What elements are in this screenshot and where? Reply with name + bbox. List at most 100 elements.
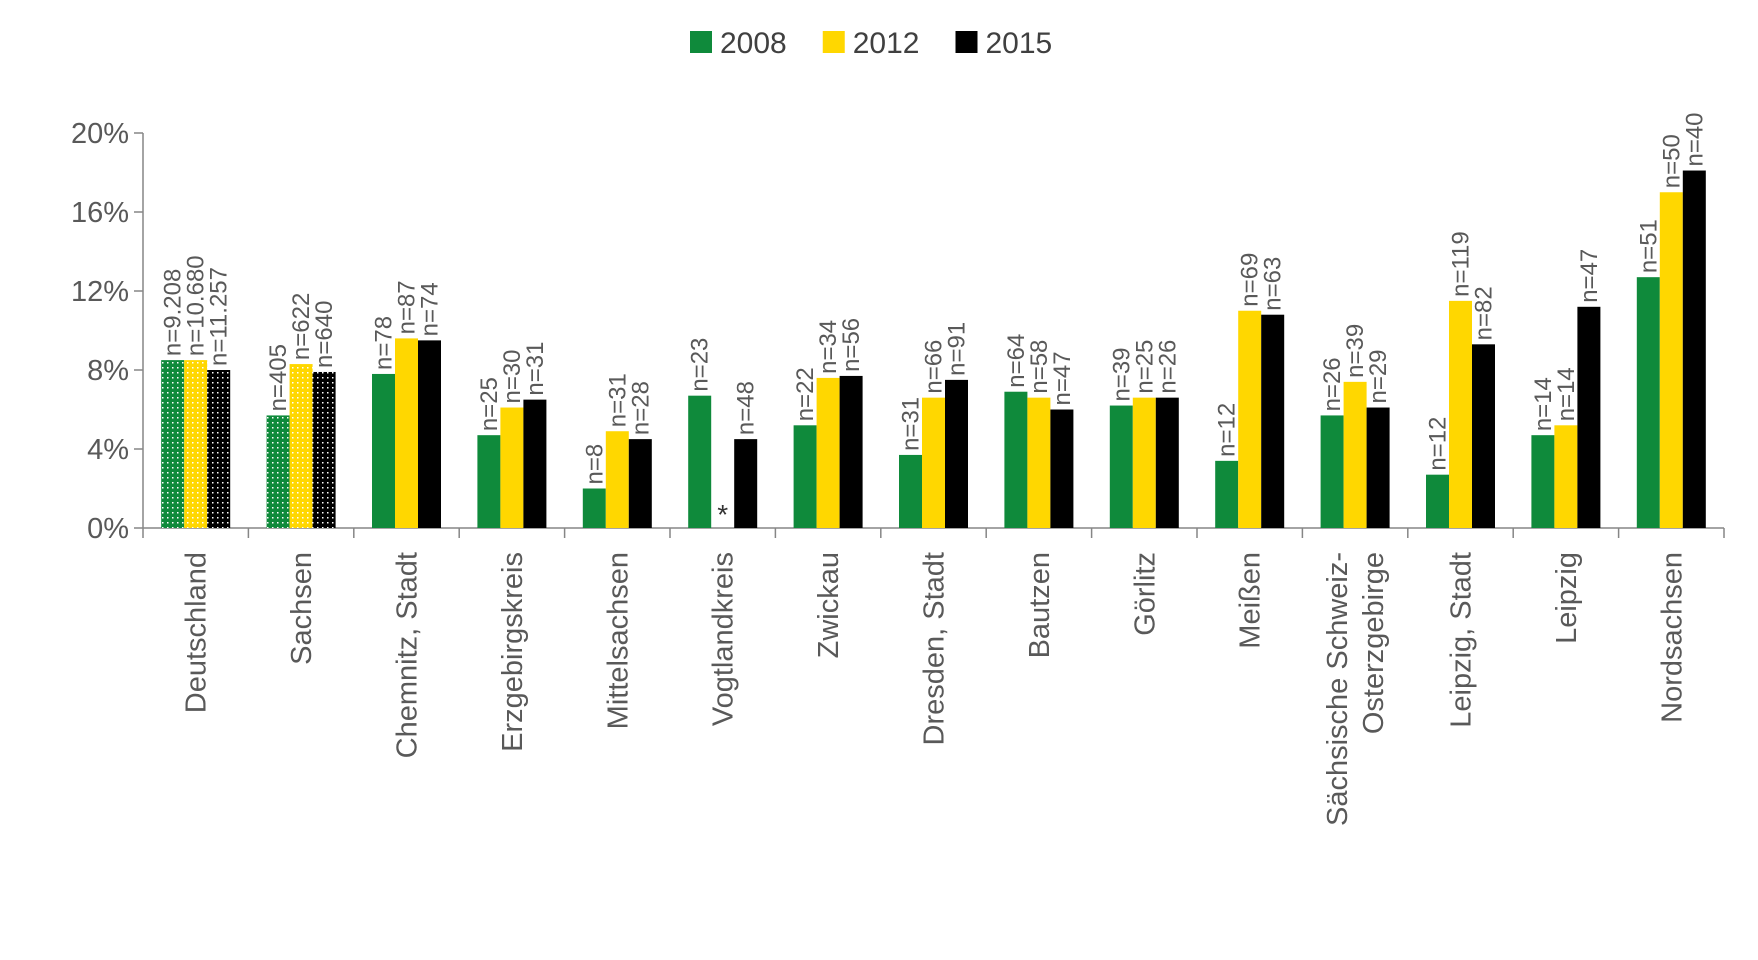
bar xyxy=(1004,391,1028,528)
n-label: n=66 xyxy=(921,340,948,394)
x-tick-label: Dresden, Stadt xyxy=(919,552,951,745)
y-tick-label: 20% xyxy=(71,118,129,150)
bar xyxy=(1050,409,1074,528)
n-label: * xyxy=(717,499,728,530)
n-label: n=9.208 xyxy=(160,269,187,356)
n-label: n=26 xyxy=(1319,357,1346,411)
n-label: n=25 xyxy=(476,377,503,431)
n-label: n=47 xyxy=(1576,249,1603,303)
n-label: n=40 xyxy=(1681,112,1708,166)
y-tick-label: 4% xyxy=(87,434,129,466)
n-label: n=64 xyxy=(1003,334,1030,388)
bar xyxy=(1554,425,1578,528)
legend-label: 2012 xyxy=(853,27,920,60)
x-tick-label: Bautzen xyxy=(1024,552,1056,658)
x-tick-label: Vogtlandkreis xyxy=(708,552,740,726)
bar xyxy=(1531,435,1555,528)
bar xyxy=(1636,277,1660,528)
n-label: n=14 xyxy=(1530,377,1557,431)
n-label: n=63 xyxy=(1260,257,1287,311)
bar xyxy=(605,431,629,528)
bar xyxy=(161,360,185,528)
bar xyxy=(372,373,395,528)
bar xyxy=(839,375,863,528)
n-label: n=51 xyxy=(1635,219,1662,273)
bar xyxy=(1320,415,1344,528)
bar xyxy=(688,395,712,528)
bar xyxy=(500,407,524,528)
bar xyxy=(1238,310,1262,528)
n-label: n=23 xyxy=(687,338,714,392)
n-label: n=78 xyxy=(371,316,398,370)
x-tick-label: Meißen xyxy=(1235,552,1267,649)
x-tick-label-line: Osterzgebirge xyxy=(1358,552,1390,734)
bar xyxy=(312,371,336,528)
n-label: n=91 xyxy=(944,322,971,376)
n-label: n=31 xyxy=(522,342,549,396)
legend-label: 2008 xyxy=(720,27,787,60)
bar xyxy=(523,399,547,528)
legend-swatch xyxy=(955,31,978,53)
n-label: n=12 xyxy=(1425,417,1452,471)
y-tick-label: 12% xyxy=(71,276,129,308)
n-label: n=28 xyxy=(627,381,654,435)
n-label: n=12 xyxy=(1214,403,1241,457)
n-label: n=39 xyxy=(1108,347,1135,401)
bar xyxy=(1027,397,1051,528)
n-label: n=640 xyxy=(311,301,338,368)
n-label: n=622 xyxy=(288,293,315,360)
legend-swatch xyxy=(690,31,712,53)
bar xyxy=(1449,300,1472,528)
y-tick-label: 8% xyxy=(87,355,129,387)
bar xyxy=(1577,306,1601,528)
bar xyxy=(184,360,208,528)
bar xyxy=(477,435,501,528)
n-label: n=8 xyxy=(581,444,608,485)
bar xyxy=(1472,344,1495,528)
bar xyxy=(628,439,652,528)
bar xyxy=(1109,405,1133,528)
n-label: n=30 xyxy=(499,349,526,403)
legend-label: 2015 xyxy=(986,27,1053,60)
x-tick-label: Sächsische Schweiz- Osterzgebirge xyxy=(1322,552,1390,826)
n-label: n=82 xyxy=(1471,286,1498,340)
x-tick-label: Sachsen xyxy=(286,552,318,665)
bar xyxy=(1132,397,1156,528)
bar xyxy=(734,439,758,528)
bar xyxy=(207,370,231,528)
bar xyxy=(1343,381,1367,528)
n-label: n=11.257 xyxy=(206,267,233,366)
x-tick-label: Mittelsachsen xyxy=(602,552,634,729)
n-label: n=14 xyxy=(1553,367,1580,421)
n-label: n=26 xyxy=(1154,340,1181,394)
n-label: n=74 xyxy=(417,282,444,336)
n-label: n=10.680 xyxy=(183,255,210,356)
n-label: n=25 xyxy=(1131,340,1158,394)
n-label: n=87 xyxy=(394,280,421,334)
n-label: n=47 xyxy=(1049,351,1076,405)
n-label: n=58 xyxy=(1026,340,1053,394)
x-tick-label: Deutschland xyxy=(181,552,213,713)
x-tick-label: Chemnitz, Stadt xyxy=(392,552,424,758)
bar xyxy=(289,364,313,528)
n-label: n=48 xyxy=(733,381,760,435)
x-tick-label: Zwickau xyxy=(813,552,845,658)
bar xyxy=(1659,192,1683,528)
n-label: n=34 xyxy=(815,320,842,374)
n-label: n=22 xyxy=(792,367,819,421)
bar xyxy=(816,377,840,528)
x-tick-label: Leipzig xyxy=(1551,552,1583,644)
x-tick-label-line: Sächsische Schweiz- xyxy=(1322,552,1354,826)
x-tick-label: Nordsachsen xyxy=(1656,552,1688,723)
n-label: n=31 xyxy=(604,373,631,427)
y-tick-label: 16% xyxy=(71,197,129,229)
n-label: n=405 xyxy=(265,344,292,411)
n-label: n=29 xyxy=(1365,349,1392,403)
x-tick-label: Leipzig, Stadt xyxy=(1446,552,1478,728)
n-label: n=56 xyxy=(838,318,865,372)
bar xyxy=(1155,397,1179,528)
n-label: n=39 xyxy=(1342,324,1369,378)
bar xyxy=(922,397,945,528)
bar xyxy=(1426,474,1449,528)
